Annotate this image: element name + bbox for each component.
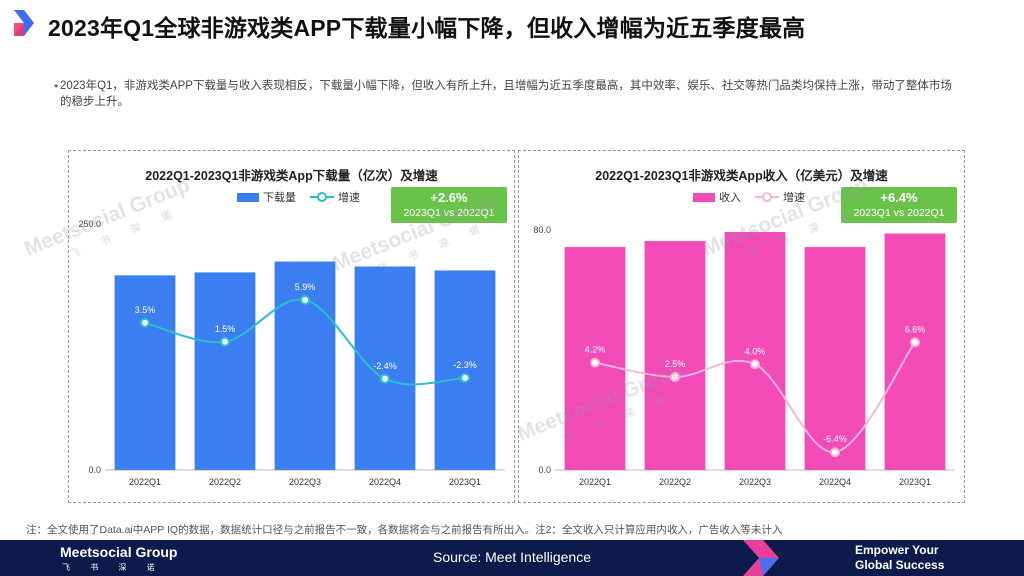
data-label: 5.9% <box>295 282 316 292</box>
bar <box>804 247 866 470</box>
y-tick-label: 80.0 <box>533 225 551 235</box>
bar <box>274 261 336 470</box>
x-tick-label: 2022Q2 <box>659 477 691 487</box>
x-tick-label: 2022Q2 <box>209 477 241 487</box>
legend-item-growth: 增速 <box>310 189 360 205</box>
footnote: 注：全文使用了Data.ai中APP IQ的数据，数据统计口径与之前报告不一致，… <box>26 524 783 536</box>
bar <box>354 266 416 470</box>
footer-logo-sub: 飞 书 深 诺 <box>62 563 164 572</box>
bar <box>194 272 256 470</box>
legend-item-revenue: 收入 <box>693 189 741 205</box>
bar <box>644 241 706 470</box>
data-label: 4.2% <box>585 345 606 355</box>
revenue-chart-svg: 80.0 0.0 2022Q1 2022Q2 2022Q3 2022Q4 2023Q1 4.2… <box>533 225 955 487</box>
chart-title: 2022Q1-2023Q1非游戏类App下载量（亿次）及增速 <box>145 169 438 183</box>
x-tick-label: 2022Q3 <box>289 477 321 487</box>
footer-bar: Meetsocial Group 飞 书 深 诺 Source: Meet In… <box>0 540 1024 576</box>
source-text: Source: Meet Intelligence <box>433 549 591 565</box>
data-label: -6.4% <box>823 434 847 444</box>
growth-point <box>830 447 840 458</box>
badge-value: +2.6% <box>430 190 468 205</box>
growth-badge: +2.6% 2023Q1 vs 2022Q1 <box>391 187 507 223</box>
data-label: -2.3% <box>453 360 477 370</box>
growth-point <box>910 337 920 348</box>
tagline: Empower Your Global Success <box>855 543 945 572</box>
data-label: 1.5% <box>215 324 236 334</box>
x-tick-label: 2022Q3 <box>739 477 771 487</box>
brand-shape-icon <box>743 540 779 576</box>
data-label: -2.4% <box>373 361 397 371</box>
y-tick-label: 0.0 <box>88 465 101 475</box>
y-tick-label: 250.0 <box>78 219 101 229</box>
growth-point <box>300 294 310 305</box>
legend-line-swatch <box>310 192 334 202</box>
data-label: 3.5% <box>135 305 156 315</box>
y-tick-label: 0.0 <box>538 465 551 475</box>
badge-caption: 2023Q1 vs 2022Q1 <box>403 207 495 219</box>
growth-point <box>380 373 390 384</box>
legend-swatch <box>237 192 259 202</box>
data-label: 4.0% <box>745 346 766 356</box>
downloads-chart-svg: 250.0 0.0 2022Q1 2022Q2 2022Q3 2022Q4 2023Q1 3.… <box>78 219 505 487</box>
x-tick-label: 2022Q1 <box>129 477 161 487</box>
bar <box>114 275 176 470</box>
brand-chevron-icon <box>14 10 34 36</box>
growth-badge: +6.4% 2023Q1 vs 2022Q1 <box>841 187 957 223</box>
x-tick-label: 2023Q1 <box>899 477 931 487</box>
data-label: 2.5% <box>665 359 686 369</box>
bar <box>884 233 946 470</box>
x-tick-label: 2022Q4 <box>819 477 851 487</box>
badge-caption: 2023Q1 vs 2022Q1 <box>853 207 945 219</box>
legend-line-swatch <box>755 192 779 202</box>
growth-point <box>220 336 230 347</box>
summary-text: 2023年Q1，非游戏类APP下载量与收入表现相反，下载量小幅下降，但收入有所上… <box>60 80 952 108</box>
revenue-chart-panel: 2022Q1-2023Q1非游戏类App收入（亿美元）及增速 收入 增速 +6.… <box>518 150 965 503</box>
data-label: 6.6% <box>905 324 926 334</box>
downloads-chart-panel: 2022Q1-2023Q1非游戏类App下载量（亿次）及增速 下载量 增速 +2… <box>68 150 515 503</box>
growth-point <box>750 359 760 370</box>
x-tick-label: 2022Q4 <box>369 477 401 487</box>
x-tick-label: 2023Q1 <box>449 477 481 487</box>
growth-point <box>460 372 470 383</box>
growth-point <box>670 371 680 382</box>
chart-title: 2022Q1-2023Q1非游戏类App收入（亿美元）及增速 <box>595 169 888 183</box>
bar <box>434 270 496 470</box>
x-tick-label: 2022Q1 <box>579 477 611 487</box>
legend-item-growth: 增速 <box>755 189 805 205</box>
growth-line <box>594 341 916 454</box>
growth-point <box>140 317 150 328</box>
bar <box>724 232 786 470</box>
badge-value: +6.4% <box>880 190 918 205</box>
chart-legend: 下载量 增速 <box>237 189 360 205</box>
growth-point <box>590 357 600 368</box>
bullet-marker: • <box>54 79 59 93</box>
legend-swatch <box>693 192 715 202</box>
chart-legend: 收入 增速 <box>693 189 805 205</box>
footer-logo: Meetsocial Group <box>60 544 178 560</box>
page-title: 2023年Q1全球非游戏类APP下载量小幅下降，但收入增幅为近五季度最高 <box>48 15 806 41</box>
legend-item-downloads: 下载量 <box>237 189 296 205</box>
